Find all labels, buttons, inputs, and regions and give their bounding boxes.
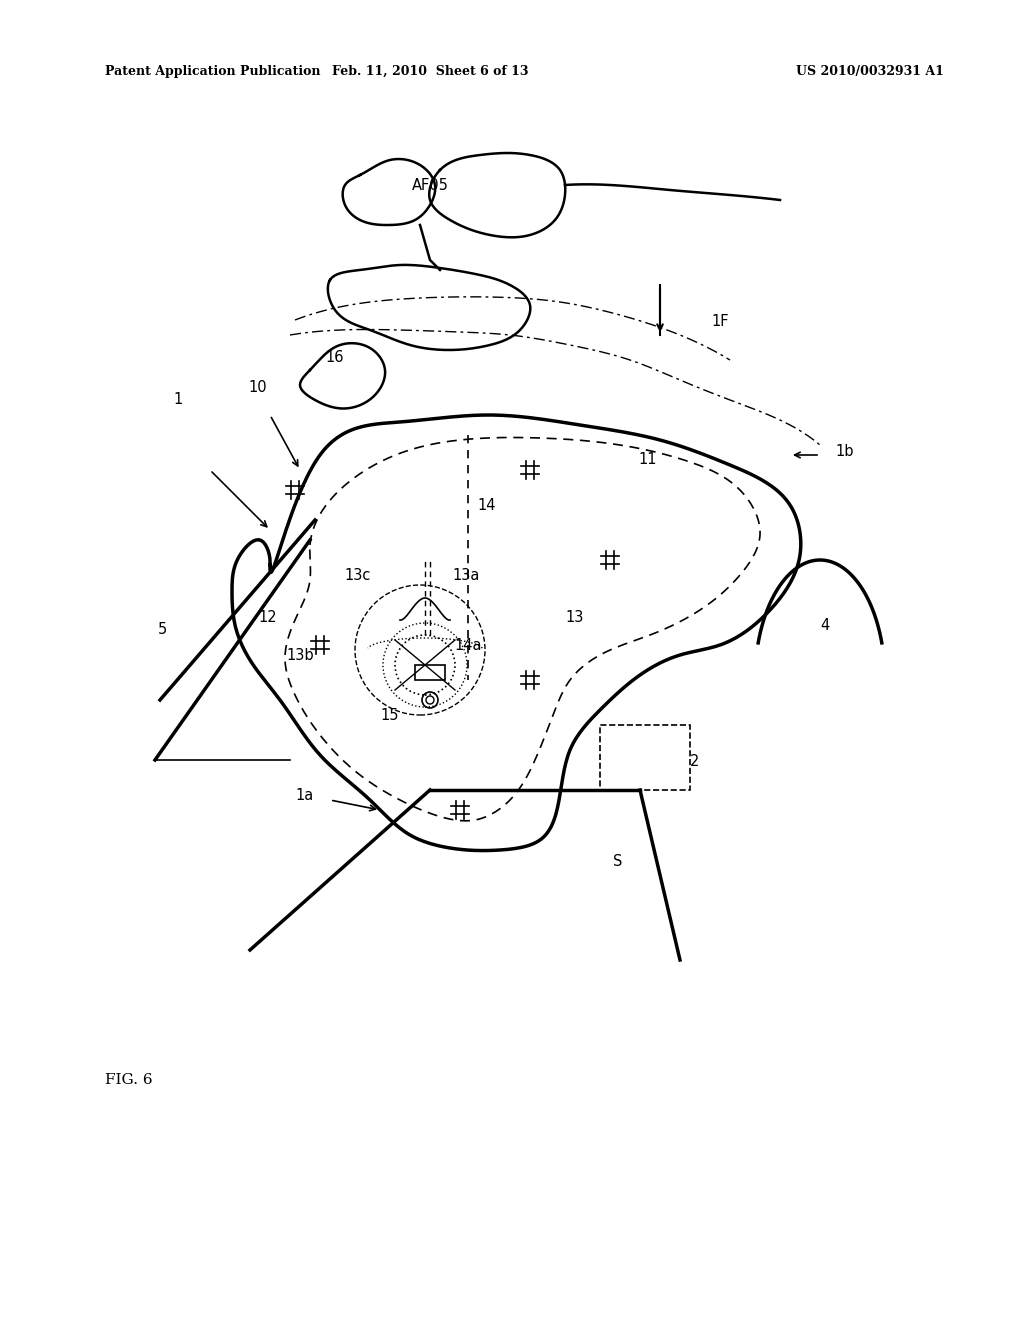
Text: 4: 4	[820, 618, 829, 632]
Text: 11: 11	[639, 453, 657, 467]
Text: 14: 14	[478, 498, 497, 512]
Text: 13b: 13b	[286, 648, 313, 663]
Text: 1a: 1a	[296, 788, 314, 803]
Text: 2: 2	[690, 755, 699, 770]
Text: 13a: 13a	[453, 568, 479, 582]
Text: 5: 5	[158, 623, 167, 638]
Text: US 2010/0032931 A1: US 2010/0032931 A1	[796, 65, 944, 78]
Text: 1F: 1F	[712, 314, 729, 330]
Text: AF05: AF05	[412, 177, 449, 193]
Text: Feb. 11, 2010  Sheet 6 of 13: Feb. 11, 2010 Sheet 6 of 13	[332, 65, 528, 78]
Text: 13c: 13c	[345, 568, 371, 582]
Text: 14a: 14a	[455, 638, 481, 652]
Text: S: S	[613, 854, 623, 870]
Text: 12: 12	[259, 610, 278, 626]
Text: 15: 15	[381, 708, 399, 722]
Text: 1: 1	[173, 392, 182, 408]
Bar	[415, 665, 445, 680]
Text: 1b: 1b	[836, 445, 854, 459]
Text: 13: 13	[566, 610, 584, 626]
Text: 10: 10	[249, 380, 267, 396]
Text: Patent Application Publication: Patent Application Publication	[105, 65, 321, 78]
Bar	[600, 725, 690, 789]
Text: 16: 16	[326, 351, 344, 366]
Text: FIG. 6: FIG. 6	[105, 1073, 153, 1086]
